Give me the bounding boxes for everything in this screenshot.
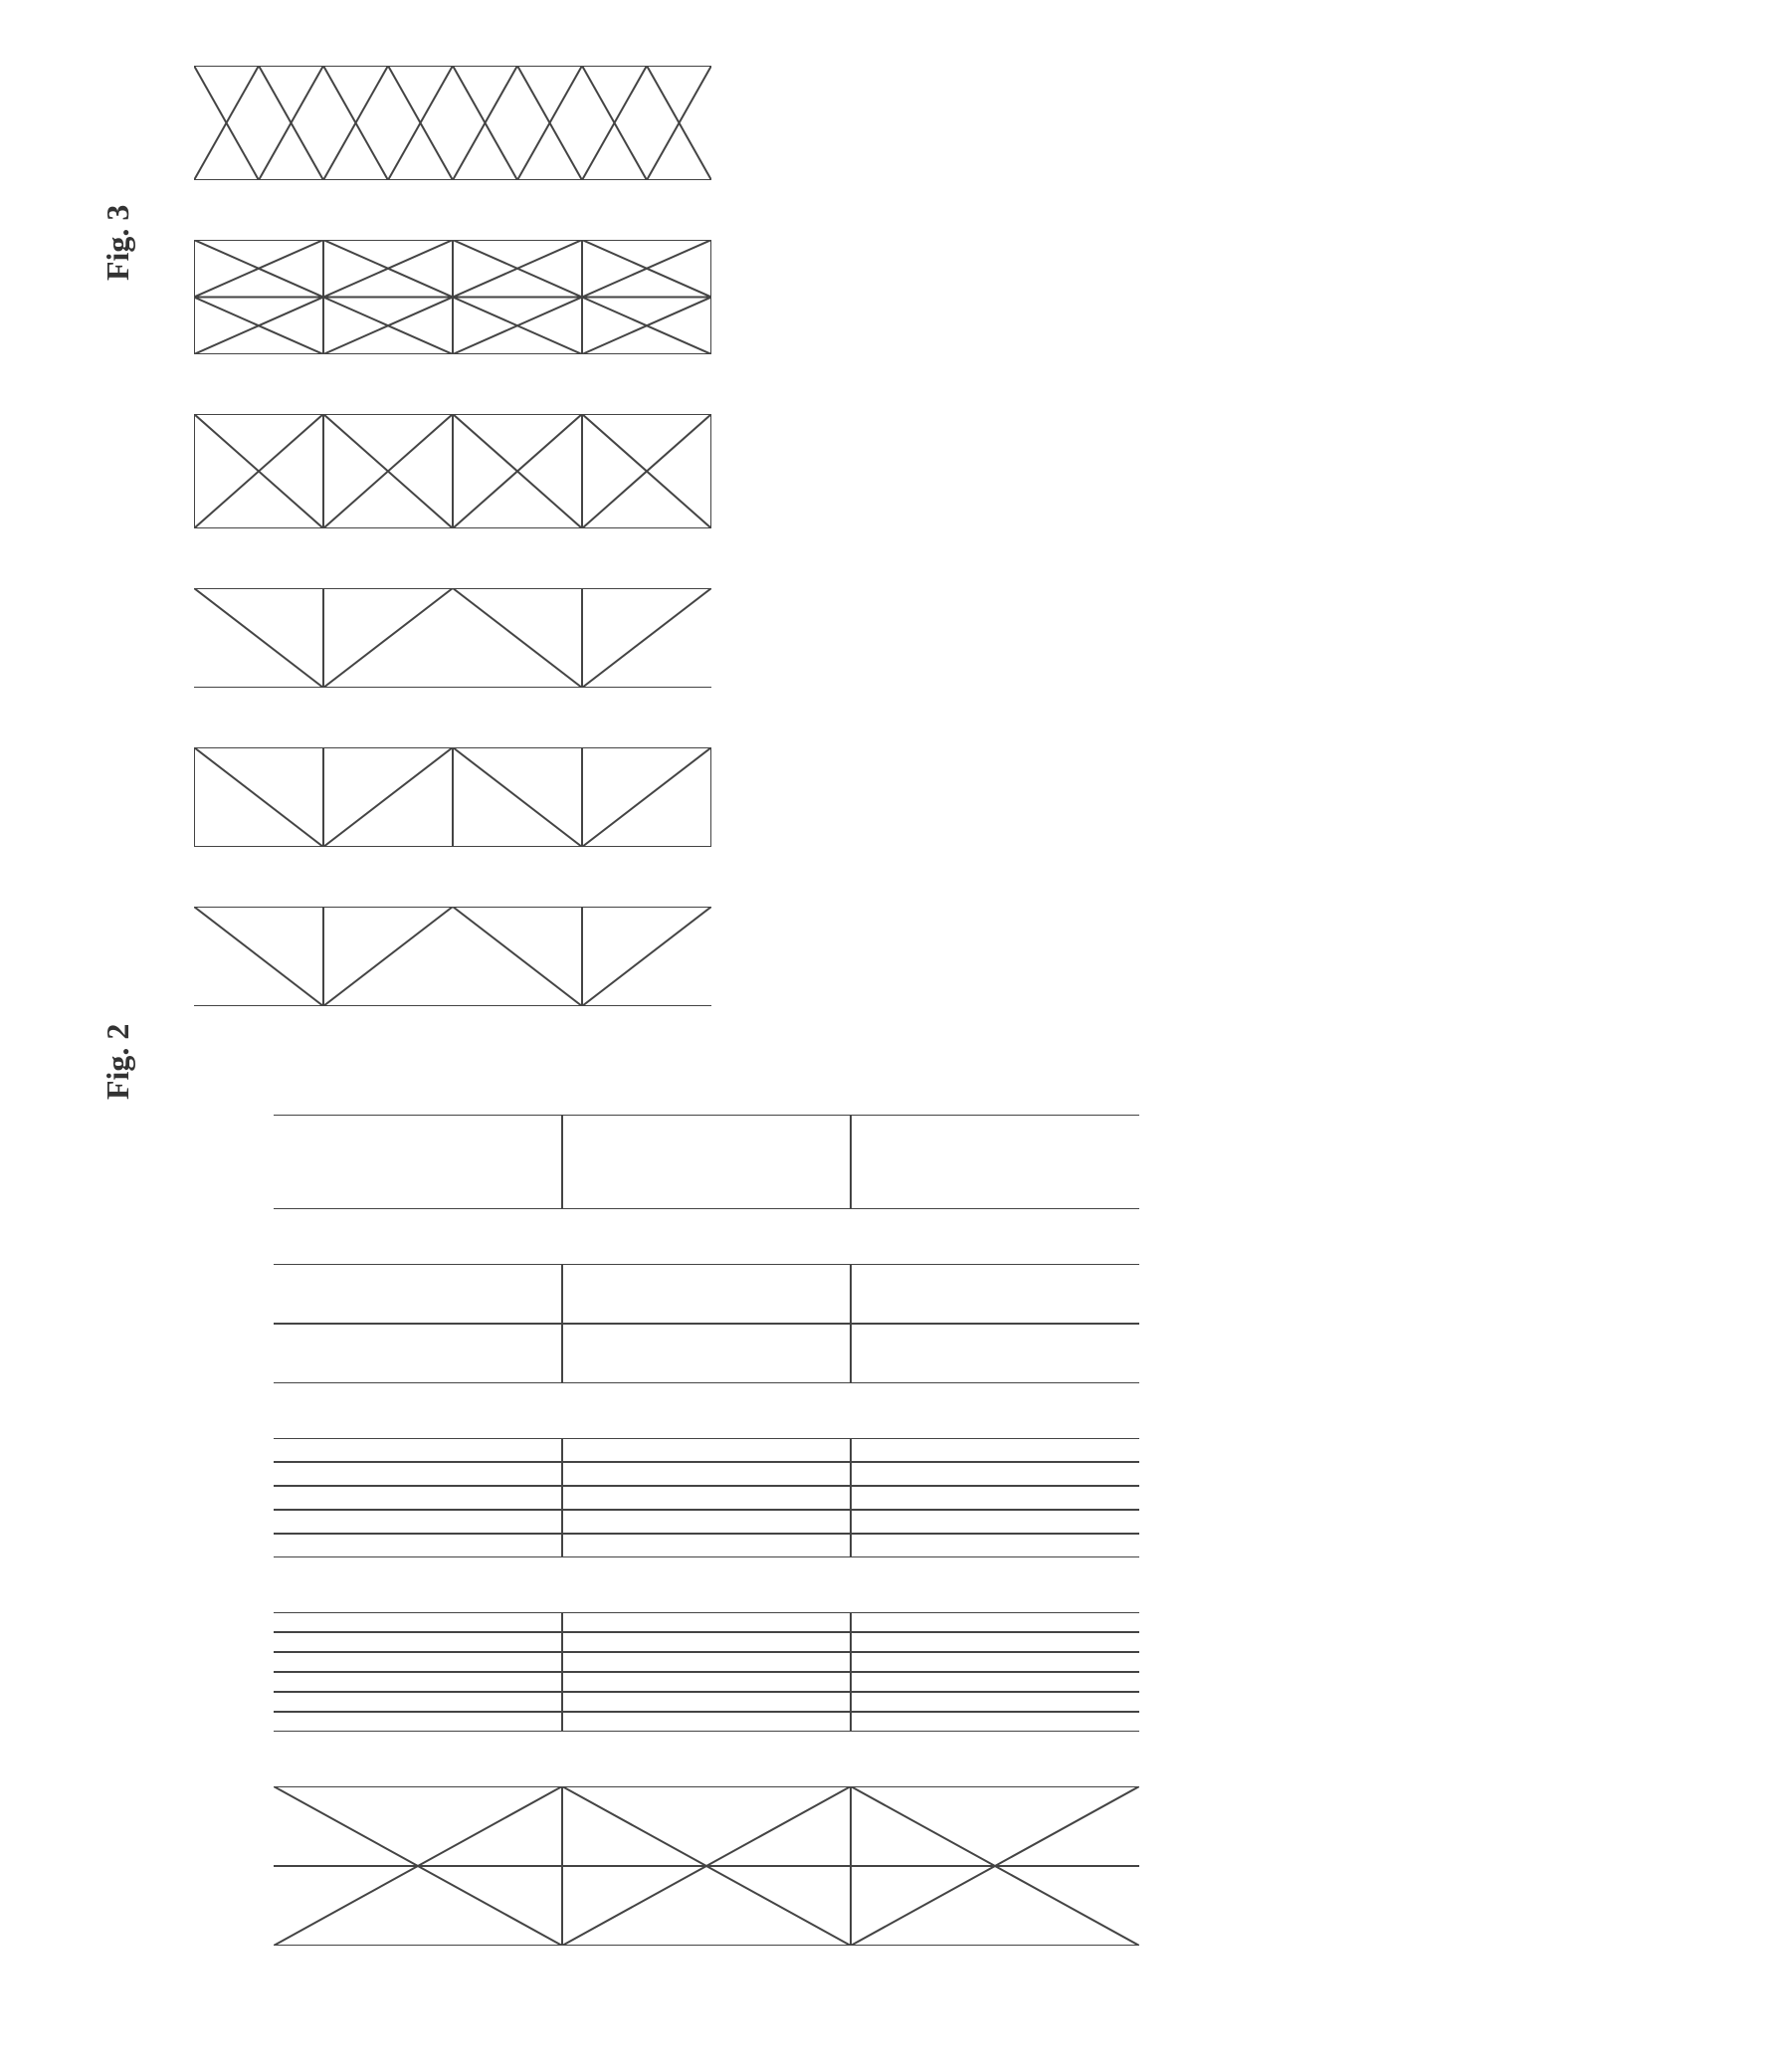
fig2-panel-5 — [274, 1786, 1139, 1946]
fig3-label: Fig. 3 — [99, 205, 136, 281]
fig3-panel-2 — [194, 240, 711, 354]
fig3-panel-1 — [194, 66, 711, 180]
fig2-panel-1 — [274, 1115, 1139, 1209]
fig3-panel-4 — [194, 588, 711, 688]
fig3-panel-5 — [194, 747, 711, 847]
fig2-panel-2 — [274, 1264, 1139, 1383]
fig2-panel-3 — [274, 1438, 1139, 1557]
fig3-panel-6 — [194, 907, 711, 1006]
fig2-panel-4 — [274, 1612, 1139, 1732]
fig2-label: Fig. 2 — [99, 1024, 136, 1100]
page-root: Fig. 2 Fig. 3 — [0, 0, 1786, 2072]
fig3-panel-3 — [194, 414, 711, 528]
